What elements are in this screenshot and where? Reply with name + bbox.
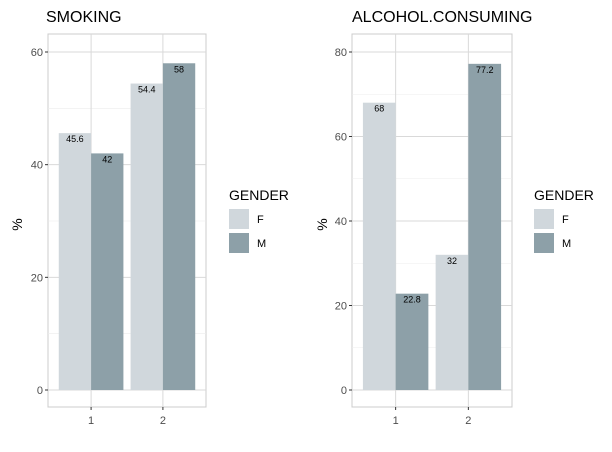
chart-2-y-tick-label: 20 — [335, 301, 347, 313]
chart-1-legend-key-F — [229, 209, 249, 229]
chart-2-title: ALCOHOL.CONSUMING — [352, 9, 532, 26]
chart-1-x-tick-label: 1 — [88, 415, 94, 427]
chart-1-data-label: 54.4 — [138, 85, 156, 95]
chart-1-data-label: 42 — [102, 154, 112, 164]
chart-2-data-label: 32 — [447, 256, 457, 266]
chart-2-data-label: 22.8 — [403, 295, 421, 305]
chart-2-y-axis-label: % — [314, 218, 330, 230]
chart-1-bar-M-2 — [162, 63, 196, 391]
chart-2-data-label: 77.2 — [476, 65, 494, 75]
chart-1-bar-F-2 — [130, 83, 163, 391]
chart-2-y-tick-label: 0 — [341, 385, 347, 397]
chart-1-legend-key-M — [229, 233, 249, 253]
chart-2-bar-F-2 — [435, 254, 469, 390]
chart-2-data-label: 68 — [374, 104, 384, 114]
chart-1-x-tick-label: 2 — [160, 415, 166, 427]
chart-1-legend-label-F: F — [257, 214, 264, 226]
chart-1-data-label: 45.6 — [66, 134, 84, 144]
chart-2-x-tick-label: 1 — [393, 415, 399, 427]
chart-1-data-label: 58 — [174, 64, 184, 74]
chart-2-bar-M-1 — [395, 293, 429, 390]
chart-1-y-axis-label: % — [9, 218, 25, 230]
chart-1-y-tick-label: 60 — [31, 47, 43, 59]
chart-1-y-tick-label: 0 — [37, 385, 43, 397]
chart-2-y-tick-label: 40 — [335, 216, 347, 228]
chart-2-y-tick-label: 60 — [335, 132, 347, 144]
chart-2-legend-key-M — [534, 233, 554, 253]
chart-2-y-tick-label: 80 — [335, 47, 347, 59]
chart-1-legend-title: GENDER — [229, 187, 289, 203]
chart-1-title: SMOKING — [46, 9, 122, 26]
chart-2-legend-title: GENDER — [534, 187, 594, 203]
chart-2-x-tick-label: 2 — [465, 415, 471, 427]
chart-2-legend-label-F: F — [562, 214, 569, 226]
chart-1-legend-label-M: M — [257, 238, 266, 250]
chart-1-bar-F-1 — [58, 133, 92, 390]
chart-2-bar-M-2 — [468, 63, 502, 391]
chart-1-y-tick-label: 40 — [31, 160, 43, 172]
chart-1-bar-M-1 — [91, 153, 124, 390]
chart-2-legend-key-F — [534, 209, 554, 229]
chart-1-y-tick-label: 20 — [31, 272, 43, 284]
chart-2-bar-F-1 — [362, 102, 396, 390]
chart-2-legend-label-M: M — [562, 238, 571, 250]
